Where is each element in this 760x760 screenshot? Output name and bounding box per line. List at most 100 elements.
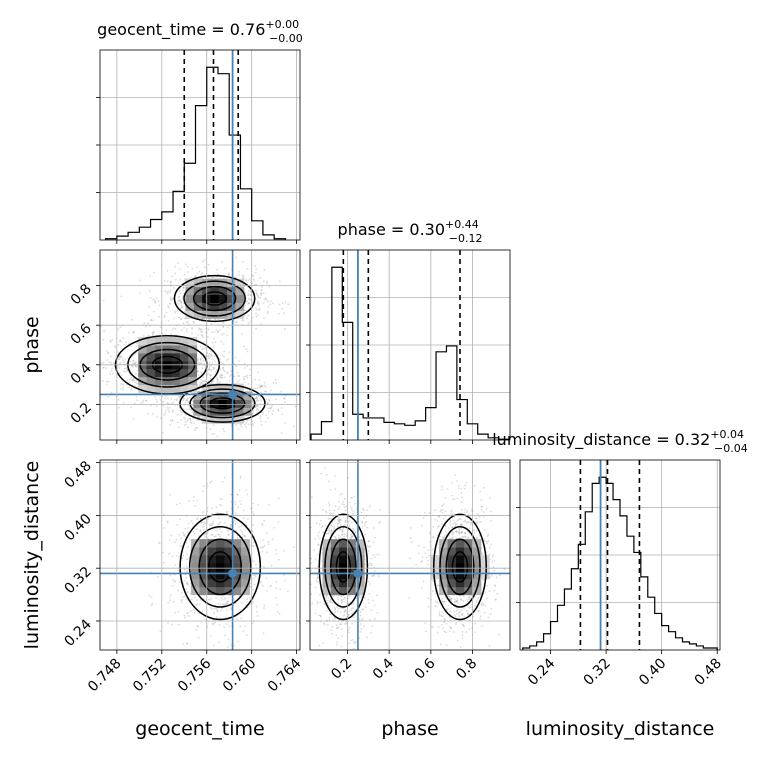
luminosity_distance-vs-geocent_time-sample-point: [182, 531, 184, 534]
luminosity_distance-vs-geocent_time-sample-point: [197, 636, 200, 639]
luminosity_distance-vs-geocent_time-sample-point: [242, 630, 245, 632]
luminosity_distance-vs-geocent_time-sample-point: [255, 563, 257, 566]
luminosity_distance-vs-geocent_time-sample-point: [271, 538, 274, 541]
phase-vs-geocent_time-density-cell: [171, 345, 181, 354]
phase-vs-geocent_time-sample-point: [185, 399, 188, 402]
phase-vs-geocent_time-sample-point: [249, 368, 252, 371]
phase-vs-geocent_time-sample-point: [216, 382, 218, 384]
phase-vs-geocent_time-sample-point: [275, 398, 278, 401]
phase-vs-geocent_time-sample-point: [226, 372, 228, 375]
luminosity_distance-vs-geocent_time-sample-point: [226, 603, 228, 605]
luminosity_distance-vs-phase-sample-point: [379, 520, 382, 523]
phase-vs-geocent_time-sample-point: [174, 265, 176, 268]
luminosity_distance-vs-phase-sample-point: [336, 606, 339, 609]
phase-vs-geocent_time-sample-point: [202, 376, 205, 379]
phase-vs-geocent_time-sample-point: [199, 358, 202, 361]
phase-vs-geocent_time-density-cell: [138, 352, 148, 362]
phase-vs-geocent_time-sample-point: [118, 366, 120, 369]
phase-vs-geocent_time-density-cell: [185, 286, 195, 296]
luminosity_distance-vs-phase-sample-point: [328, 532, 330, 534]
luminosity_distance-vs-geocent_time-sample-point: [242, 517, 245, 520]
luminosity_distance-vs-geocent_time-sample-point: [175, 503, 178, 506]
phase-vs-geocent_time-sample-point: [109, 340, 112, 343]
phase-vs-geocent_time-sample-point: [246, 303, 249, 305]
luminosity_distance-vs-phase-sample-point: [484, 590, 487, 593]
phase-vs-geocent_time-sample-point: [190, 408, 192, 411]
luminosity_distance-vs-geocent_time-sample-point: [168, 539, 171, 542]
phase-vs-geocent_time-sample-point: [199, 415, 202, 418]
phase-vs-geocent_time-sample-point: [110, 391, 113, 394]
luminosity_distance-vs-geocent_time-sample-point: [200, 521, 203, 524]
phase-vs-geocent_time-sample-point: [262, 411, 264, 414]
luminosity_distance-vs-geocent_time-sample-point: [184, 535, 187, 538]
luminosity_distance-vs-phase-sample-point: [306, 556, 308, 558]
phase-vs-geocent_time-sample-point: [210, 276, 213, 279]
phase-vs-geocent_time-sample-point: [214, 341, 217, 344]
luminosity_distance-vs-geocent_time-sample-point: [244, 625, 247, 628]
phase-vs-geocent_time-sample-point: [165, 329, 168, 331]
luminosity_distance-vs-geocent_time-sample-point: [233, 599, 236, 602]
phase-vs-geocent_time-sample-point: [196, 419, 199, 422]
phase-vs-geocent_time-density-cell: [185, 294, 195, 303]
phase-vs-geocent_time-sample-point: [158, 304, 161, 307]
phase-vs-geocent_time-sample-point: [214, 355, 216, 358]
luminosity_distance-vs-phase-sample-point: [456, 497, 459, 500]
phase-vs-geocent_time-sample-point: [265, 298, 268, 301]
phase-vs-geocent_time-sample-point: [226, 326, 229, 329]
phase-vs-geocent_time-sample-point: [211, 389, 214, 392]
phase-vs-geocent_time-density-cell: [188, 376, 198, 386]
phase-vs-geocent_time-contour: [192, 285, 237, 312]
luminosity_distance-vs-phase-sample-point: [343, 503, 345, 506]
phase-vs-geocent_time-density-cell: [138, 376, 148, 386]
luminosity_distance-vs-geocent_time-sample-point: [201, 611, 204, 613]
luminosity_distance-vs-geocent_time-sample-point: [256, 503, 259, 506]
luminosity_distance-vs-geocent_time-sample-point: [224, 597, 227, 600]
luminosity_distance-vs-phase-sample-point: [314, 612, 317, 615]
phase-vs-geocent_time-sample-point: [154, 301, 157, 303]
luminosity_distance-vs-geocent_time-sample-point: [184, 616, 187, 619]
phase-vs-geocent_time-sample-point: [243, 367, 246, 369]
phase-vs-geocent_time-sample-point: [179, 409, 182, 412]
luminosity_distance-vs-geocent_time-sample-point: [179, 502, 181, 505]
phase-vs-geocent_time-sample-point: [207, 386, 210, 389]
luminosity_distance-vs-phase-sample-point: [370, 609, 373, 612]
luminosity_distance-vs-phase-sample-point: [351, 639, 354, 641]
phase-vs-geocent_time-sample-point: [166, 290, 169, 293]
phase-vs-geocent_time-sample-point: [150, 319, 153, 322]
luminosity_distance-vs-phase-sample-point: [458, 536, 461, 539]
luminosity_distance-vs-geocent_time-sample-point: [238, 608, 241, 611]
luminosity_distance-vs-phase-sample-point: [310, 557, 312, 560]
phase-vs-geocent_time-sample-point: [153, 300, 156, 302]
phase-vs-geocent_time-sample-point: [257, 399, 259, 402]
luminosity_distance-vs-phase-sample-point: [368, 545, 370, 548]
luminosity_distance-vs-geocent_time-sample-point: [190, 520, 193, 523]
phase-vs-geocent_time-sample-point: [177, 426, 180, 429]
phase-vs-geocent_time-sample-point: [185, 399, 188, 402]
phase-vs-geocent_time-sample-point: [247, 314, 250, 317]
phase-vs-geocent_time-sample-point: [107, 380, 110, 383]
phase-vs-geocent_time-sample-point: [122, 384, 125, 387]
phase-vs-geocent_time-sample-point: [170, 333, 173, 335]
phase-vs-geocent_time-sample-point: [128, 386, 131, 389]
phase-vs-geocent_time-density-cell: [154, 368, 164, 378]
phase-vs-geocent_time-sample-point: [209, 373, 211, 376]
luminosity_distance-vs-phase-sample-point: [486, 597, 488, 600]
phase-vs-geocent_time-sample-point: [188, 408, 191, 411]
luminosity_distance-vs-phase-sample-point: [350, 639, 352, 642]
luminosity_distance-vs-geocent_time-sample-point: [217, 517, 220, 520]
luminosity_distance-vs-phase-sample-point: [318, 523, 321, 526]
luminosity_distance-vs-phase-sample-point: [481, 604, 484, 607]
phase-vs-geocent_time-sample-point: [188, 417, 191, 420]
luminosity_distance-vs-phase-sample-point: [322, 508, 324, 511]
luminosity_distance-vs-geocent_time-sample-point: [202, 510, 205, 513]
phase-vs-geocent_time-sample-point: [261, 413, 264, 416]
phase-vs-geocent_time-sample-point: [238, 270, 240, 273]
luminosity_distance-vs-phase-sample-point: [343, 596, 346, 599]
luminosity_distance-vs-geocent_time-sample-point: [195, 628, 198, 631]
luminosity_distance-vs-geocent_time-sample-point: [182, 554, 185, 557]
luminosity_distance-vs-phase-sample-point: [342, 501, 345, 503]
phase-vs-geocent_time-sample-point: [247, 302, 250, 305]
phase-vs-geocent_time-sample-point: [166, 269, 169, 272]
phase-vs-geocent_time-sample-point: [255, 396, 258, 398]
luminosity_distance-vs-phase-density-cell: [330, 570, 340, 580]
